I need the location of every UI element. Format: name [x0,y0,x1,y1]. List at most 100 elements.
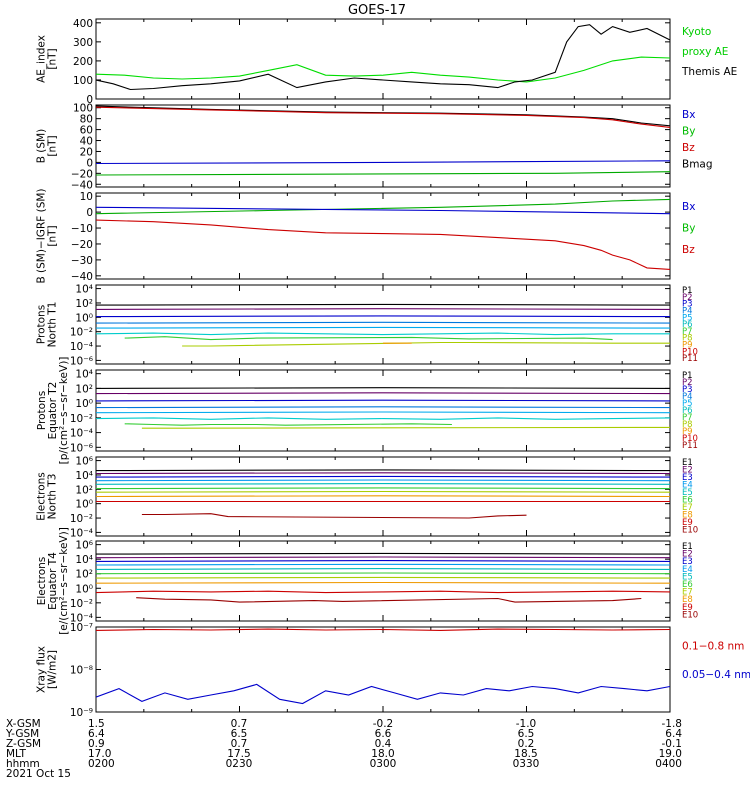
footer-value: 0200 [88,758,115,770]
footer-value: 6.5 [231,728,248,740]
footer-value: -1.0 [516,718,537,730]
y-tick-label: 60 [80,125,93,137]
y-tick-label: −30 [71,255,93,267]
y-tick-label: 400 [73,18,93,30]
footer-value: 0.9 [88,738,105,750]
series-line-e10 [136,597,642,603]
legend-entry: P6 [682,406,693,416]
y-axis-label: Electrons Equator T4 [e/(cm²−s−sr−keV)] [36,527,70,635]
y-tick-label: 10⁰ [75,499,93,511]
legend-entry: P10 [682,347,698,357]
y-axis-label-line: Equator T4 [47,552,59,610]
series-line-p4 [96,321,670,324]
series-line-e6 [96,572,670,575]
series-line-e7 [96,576,670,579]
y-tick-label: −40 [71,271,93,283]
y-tick-label: 10⁻⁴ [70,341,93,353]
y-axis-label-line: North T1 [47,302,59,348]
legend-entry: E9 [682,518,693,528]
series-line-bx [96,206,670,215]
legend-entry: E3 [682,557,693,567]
series-group [96,303,670,347]
y-tick-label: 10⁻⁷ [70,622,93,634]
series-line-proxy-ae [96,56,670,83]
y-axis-label-line: Protons [36,305,48,344]
plot-title: GOES-17 [348,3,406,18]
legend-entry: P1 [682,286,693,296]
y-axis-label-line: B (SM)−IGRF (SM) [36,188,48,283]
y-tick-label: −10 [71,223,93,235]
footer-row-label: hhmm [6,758,40,770]
footer-ephemeris: X-GSMY-GSMZ-GSMMLThhmm1.56.40.917.002000… [5,718,682,780]
y-tick-label: 10 [80,191,93,203]
footer-value: 0230 [226,758,253,770]
legend-entry: E10 [682,526,698,536]
y-axis-label-line: [nT] [47,48,59,69]
footer-value: 1.5 [88,718,105,730]
y-tick-label: 200 [73,56,93,68]
legend-entry: E6 [682,580,693,590]
legend-entry: P1 [682,371,693,381]
y-tick-label: 10⁴ [75,369,93,381]
legend-entry: By [682,126,695,138]
y-axis-label: Protons North T1 [36,302,59,348]
footer-value: 0.7 [231,738,248,750]
legend-entry: E10 [682,610,698,620]
series-line-e8 [96,495,670,498]
series-line-e2 [96,556,670,559]
legend-entry: P10 [682,434,698,444]
footer-row-label: MLT [6,748,26,760]
series-line-0-1-0-8-nm [96,628,670,631]
legend-entry: P11 [682,441,698,451]
legend-entry: P4 [682,392,693,402]
series-line-e3 [96,560,670,562]
series-group [96,552,670,603]
series-line-p4 [96,406,670,409]
y-axis-label-line: Electrons [36,557,48,606]
y-tick-label: 10⁻⁴ [70,527,93,539]
legend-entry: E4 [682,481,693,491]
legend-entry: P7 [682,327,693,337]
series-line-e1 [96,469,670,472]
y-tick-label: 10⁻² [70,413,93,425]
panel-frame [95,626,671,713]
legend-entry: E8 [682,511,693,521]
series-line-0-05-0-4-nm [96,683,670,705]
footer-value: 6.6 [375,728,392,740]
legend-entry: Bz [682,142,695,154]
footer-row-label: X-GSM [6,718,41,730]
legend-entry: P8 [682,334,693,344]
series-line-bz [96,219,670,270]
series-line-e8 [96,581,670,584]
series-line-bz [96,106,670,128]
legend-entry: P5 [682,399,693,409]
series-line-themis-ae [96,24,670,91]
legend-entry: Bx [682,109,695,121]
series-line-by [96,171,670,176]
legend-entry: Bmag [682,158,713,170]
y-tick-label: 10⁶ [75,540,93,552]
y-tick-label: 10⁴ [75,284,93,296]
footer-value: 17.0 [88,748,111,760]
legend-entry: E8 [682,595,693,605]
series-group [96,24,670,91]
y-axis-label: Electrons North T3 [36,472,59,521]
series-line-p6 [96,332,670,336]
legend-entry: P2 [682,378,693,388]
series-line-p8 [141,426,670,429]
legend-entry: Themis AE [681,66,737,78]
footer-value: 0400 [655,758,682,770]
legend-entry: E7 [682,503,693,513]
panel-3: −40 −30 −20 −10 0 10 B (SM)−IGRF (SM) [nT] Bx By B… [36,188,696,283]
y-tick-label: 10⁴ [75,554,93,566]
legend-entry: P9 [682,427,693,437]
y-tick-label: 10⁻² [70,513,93,525]
series-line-p2 [96,308,670,310]
y-tick-label: 40 [80,136,93,148]
legend-entry: E1 [682,458,693,468]
footer-row-label: Z-GSM [6,738,41,750]
footer-value: -1.8 [662,718,683,730]
legend-entry: 0.1−0.8 nm [682,641,744,653]
